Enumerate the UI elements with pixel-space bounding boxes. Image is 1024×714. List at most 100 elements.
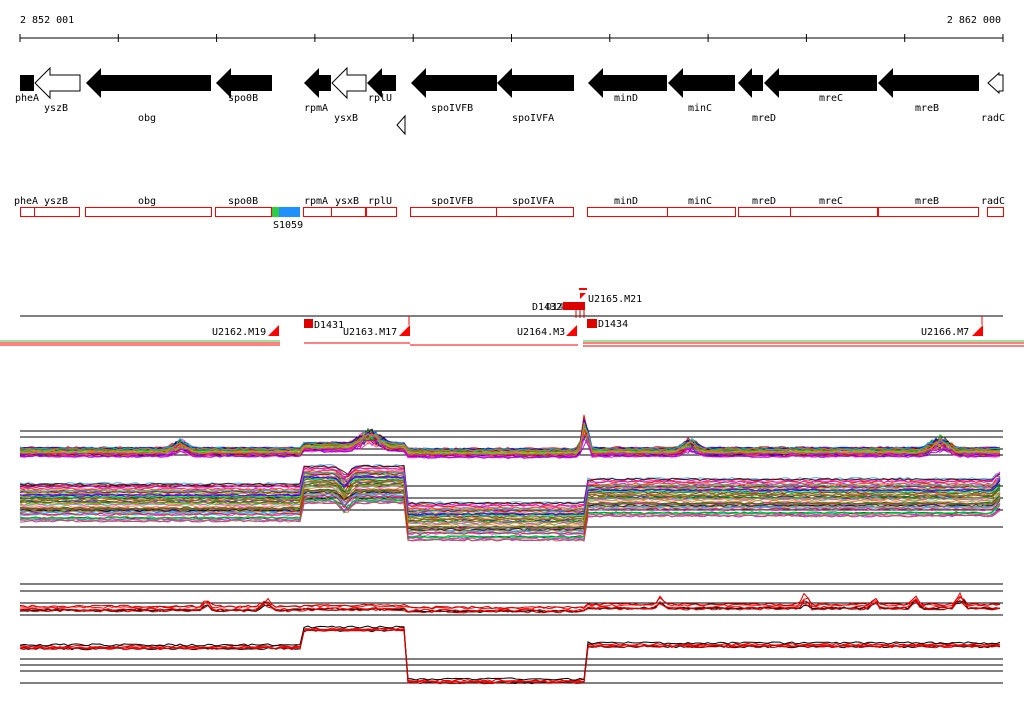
expression-trace xyxy=(19,471,1001,512)
region-label-spo0B: spo0B xyxy=(228,196,258,207)
expression-trace xyxy=(19,483,1001,524)
region-box-ysxB[interactable] xyxy=(331,207,366,217)
u-feature-marker-U2165[interactable] xyxy=(580,293,586,299)
s-feature-green-segment[interactable] xyxy=(272,207,279,217)
gene-arrow-mreB[interactable] xyxy=(878,68,979,98)
gene-arrow-radC[interactable] xyxy=(987,71,1004,95)
region-label-radC: radC xyxy=(981,196,1005,207)
expression-trace xyxy=(19,489,1001,530)
d-feature-block-D1431[interactable] xyxy=(304,319,313,328)
gene-arrow-pheA[interactable] xyxy=(20,75,34,91)
expression-trace xyxy=(19,466,1001,508)
small-open-arrow[interactable] xyxy=(396,114,406,136)
gene-arrow-spoIVFB[interactable] xyxy=(411,68,497,98)
region-box-obg[interactable] xyxy=(85,207,212,217)
region-label-mreD: mreD xyxy=(752,196,776,207)
coordinate-ruler: 2 852 001 2 862 000 xyxy=(19,15,1004,42)
u-feature-marker-U2162[interactable] xyxy=(268,325,279,336)
region-box-spo0B[interactable] xyxy=(215,207,272,217)
gene-arrow-rplU[interactable] xyxy=(367,68,396,98)
region-label-mreC: mreC xyxy=(819,196,843,207)
gene-label-minD: minD xyxy=(614,93,638,104)
expression-trace xyxy=(19,426,1001,452)
u-feature-marker-U2166[interactable] xyxy=(972,325,983,336)
gene-label-radC: radC xyxy=(981,113,1005,124)
expression-trace xyxy=(20,599,1001,614)
gene-label-mreD: mreD xyxy=(752,113,776,124)
gene-arrow-yszB[interactable] xyxy=(34,66,81,100)
region-label-minC: minC xyxy=(688,196,712,207)
expression-trace xyxy=(19,416,1001,452)
region-box-minC[interactable] xyxy=(667,207,736,217)
region-label-ysxB: ysxB xyxy=(335,196,359,207)
region-box-spoIVFA[interactable] xyxy=(496,207,574,217)
expression-profile-summary-track xyxy=(19,583,1003,685)
gene-arrow-mreD[interactable] xyxy=(738,68,763,98)
gene-arrow-ysxB[interactable] xyxy=(331,66,367,100)
region-box-mreC[interactable] xyxy=(790,207,878,217)
expression-profile-multicolor-track xyxy=(19,414,1003,542)
region-box-radC[interactable] xyxy=(987,207,1004,217)
region-box-yszB[interactable] xyxy=(34,207,80,217)
gene-label-obg: obg xyxy=(138,113,156,124)
expression-trace xyxy=(19,436,1000,459)
gene-arrow-obg[interactable] xyxy=(86,68,211,98)
d-feature-label-D1431: D1431 xyxy=(314,320,344,331)
gene-arrow-mreC[interactable] xyxy=(764,68,877,98)
region-box-rpmA[interactable] xyxy=(303,207,332,217)
expression-trace xyxy=(19,493,1001,534)
d-feature-block-D1432[interactable] xyxy=(563,302,585,310)
s-feature-blue-segment[interactable] xyxy=(279,207,300,217)
region-box-minD[interactable] xyxy=(587,207,668,217)
expression-trace xyxy=(19,592,1001,609)
region-box-spoIVFB[interactable] xyxy=(410,207,497,217)
u-feature-label-U2163: U2163.M17 xyxy=(343,327,397,338)
gene-arrow-spo0B[interactable] xyxy=(216,68,272,98)
expression-trace xyxy=(19,627,1001,684)
expression-trace xyxy=(19,469,1001,510)
expression-trace xyxy=(19,432,1001,456)
gene-label-rpmA: rpmA xyxy=(304,103,328,114)
gene-arrow-minC[interactable] xyxy=(668,68,735,98)
gene-arrow-track: pheA yszB obg spo0B rpmA ysxB rplU spoIV… xyxy=(15,66,1005,136)
region-label-rplU: rplU xyxy=(368,196,392,207)
region-label-pheA: pheA xyxy=(14,196,38,207)
region-box-track: pheA yszB obg spo0B rpmA ysxB rplU spoIV… xyxy=(14,196,1005,231)
region-label-obg: obg xyxy=(138,196,156,207)
expression-trace xyxy=(19,419,1001,451)
u-feature-marker-U2164[interactable] xyxy=(566,325,577,336)
expression-trace xyxy=(19,629,1001,685)
gene-arrow-minD[interactable] xyxy=(588,68,667,98)
gene-arrow-spoIVFA[interactable] xyxy=(497,68,574,98)
d-feature-block-D1434[interactable] xyxy=(587,319,597,328)
expression-trace xyxy=(19,625,1001,681)
start-coordinate: 2 852 001 xyxy=(20,15,74,26)
region-box-pheA[interactable] xyxy=(20,207,35,217)
region-box-rplU[interactable] xyxy=(366,207,397,217)
expression-trace xyxy=(19,473,1001,514)
expression-trace xyxy=(19,486,1001,527)
region-label-minD: minD xyxy=(614,196,638,207)
region-box-mreD[interactable] xyxy=(738,207,791,217)
expression-trace xyxy=(19,627,1001,684)
ruler-ticks xyxy=(19,34,1004,42)
d-feature-label-D1434: D1434 xyxy=(598,319,628,330)
expression-trace xyxy=(19,475,1001,516)
s-feature-label: S1059 xyxy=(273,220,303,231)
expression-trace xyxy=(19,469,1001,510)
u-feature-marker-U2163[interactable] xyxy=(399,325,410,336)
region-box-mreB[interactable] xyxy=(878,207,979,217)
transcript-feature-track: U2165.M21 D1432 D1432 U2162.M19 D1431 U2… xyxy=(0,288,1024,347)
expression-trace xyxy=(19,476,1001,518)
region-label-rpmA: rpmA xyxy=(304,196,328,207)
gene-arrow-rpmA[interactable] xyxy=(304,68,331,98)
expression-trace xyxy=(19,480,1001,521)
gene-label-yszB: yszB xyxy=(44,103,68,114)
expression-trace xyxy=(19,414,1001,452)
d-feature-label-stacked-2: D1432 xyxy=(546,302,576,313)
region-label-spoIVFA: spoIVFA xyxy=(512,196,554,207)
u-feature-label-U2165: U2165.M21 xyxy=(588,294,642,305)
gene-label-ysxB: ysxB xyxy=(334,113,358,124)
